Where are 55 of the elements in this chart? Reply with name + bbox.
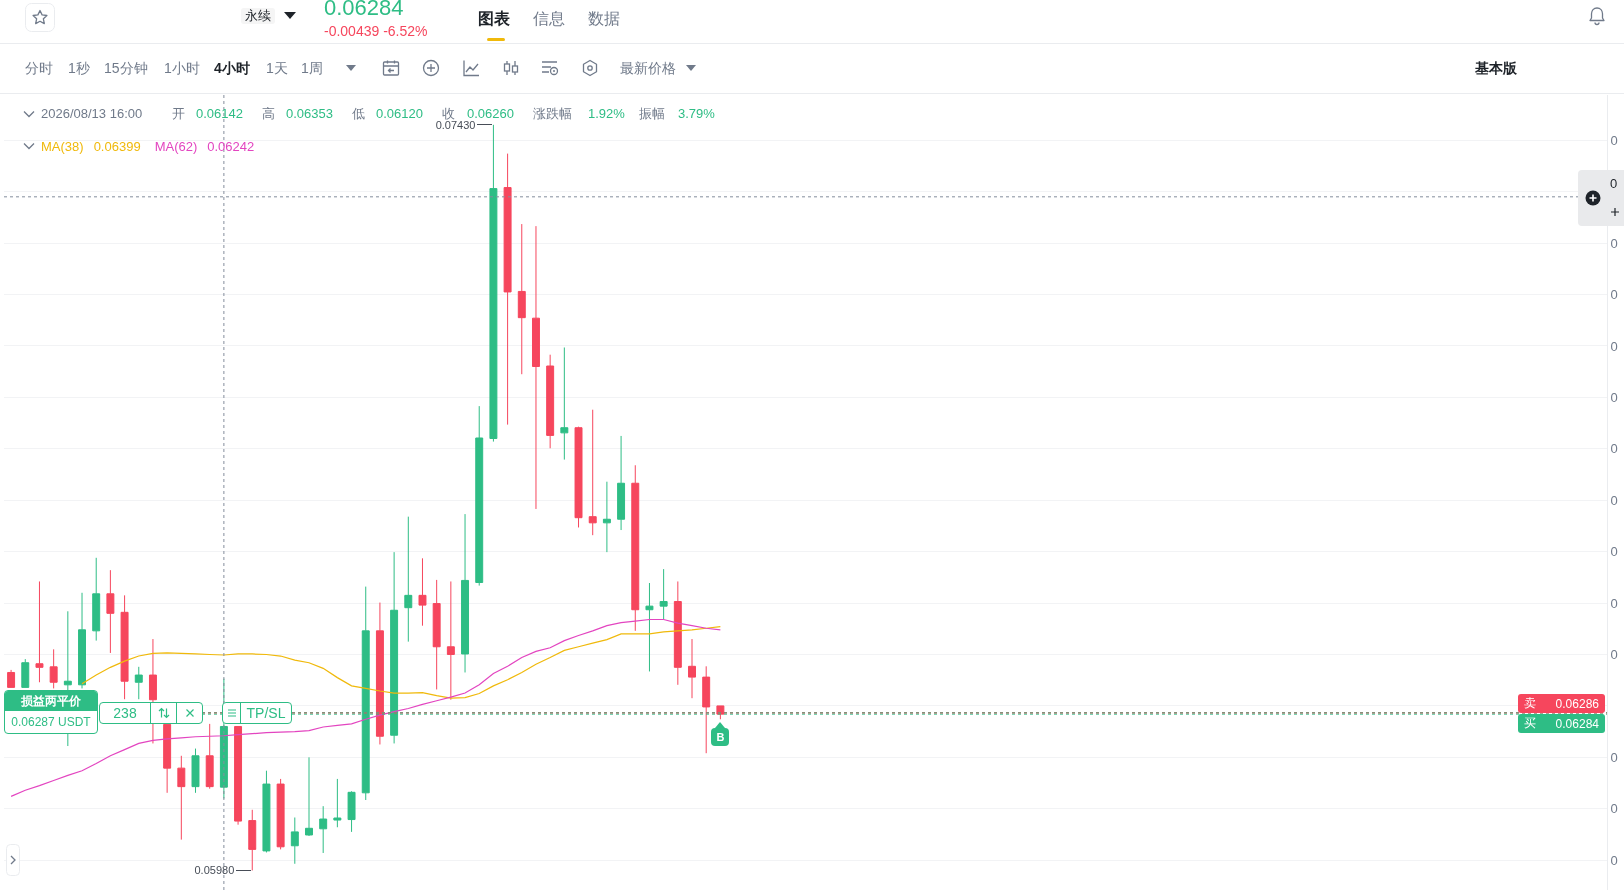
y-tick-label: 0: [1610, 338, 1618, 354]
text: 信息: [533, 9, 565, 29]
text: 1天: [266, 59, 288, 77]
y-tick-label: 0: [1610, 389, 1618, 405]
tpsl-controls: TP/SL: [222, 701, 292, 724]
annotation: 2026/08/13 16:00: [41, 106, 143, 122]
price-tag: 卖 0.06286: [1518, 694, 1605, 714]
price-tag: 买 0.06284: [1518, 714, 1605, 734]
annotation: 0.06242: [207, 138, 255, 154]
text: -0.00439 -6.52%: [324, 22, 428, 40]
text: 最新价格: [620, 59, 676, 77]
y-tick-label: 0: [1610, 235, 1618, 251]
annotation: 0.05980: [194, 863, 235, 878]
y-tick-label: 0: [1610, 132, 1618, 148]
text: MA(62): [154, 138, 198, 154]
annotation: 0.06120: [376, 106, 423, 122]
text: 0.06284: [324, 0, 404, 20]
y-tick-label: 0: [1610, 492, 1618, 508]
text: 1周: [301, 59, 323, 77]
text: 15分钟: [104, 59, 148, 77]
annotation: 3.79%: [678, 106, 715, 122]
y-tick-label: 0: [1610, 852, 1618, 868]
annotation: B: [711, 728, 730, 747]
annotation: 238: [112, 703, 138, 723]
annotation: 振幅: [639, 106, 665, 122]
annotation: 涨跌幅: [533, 106, 572, 122]
annotation: 0.06142: [196, 106, 243, 122]
y-tick-label: 0: [1610, 544, 1618, 560]
annotation: 收: [442, 106, 455, 121]
y-tick-label: 0: [1610, 287, 1618, 303]
y-tick-label: 0: [1610, 749, 1618, 765]
y-tick-label: 0: [1610, 441, 1618, 457]
annotation: 0.06284: [1555, 716, 1599, 731]
y-tick-label: 0: [1610, 647, 1618, 663]
annotation: 低: [352, 106, 365, 122]
text: 1小时: [164, 59, 200, 77]
annotation: 开: [172, 106, 185, 122]
position-controls: 238: [99, 701, 203, 724]
annotation: TP/SL: [240, 702, 291, 723]
price-tag: 损益两平价 0.06287 USDT: [4, 689, 98, 734]
text: 4小时: [214, 59, 250, 77]
text: 图表: [478, 9, 510, 29]
text: 基本版: [1475, 59, 1517, 77]
annotation: 0.06399: [93, 138, 141, 154]
annotation: 高: [262, 106, 275, 122]
text: 数据: [588, 9, 620, 29]
annotation: 0.06353: [286, 106, 333, 122]
y-tick-label: 0: [1610, 801, 1618, 817]
text: MA(38): [41, 138, 84, 154]
text: 1秒: [68, 59, 90, 77]
y-tick-label: 0: [1610, 595, 1618, 611]
text: 分时: [25, 59, 53, 77]
annotation: 0.06260: [467, 106, 514, 121]
annotation: 1.92%: [588, 106, 625, 122]
text: 永续: [241, 8, 275, 24]
